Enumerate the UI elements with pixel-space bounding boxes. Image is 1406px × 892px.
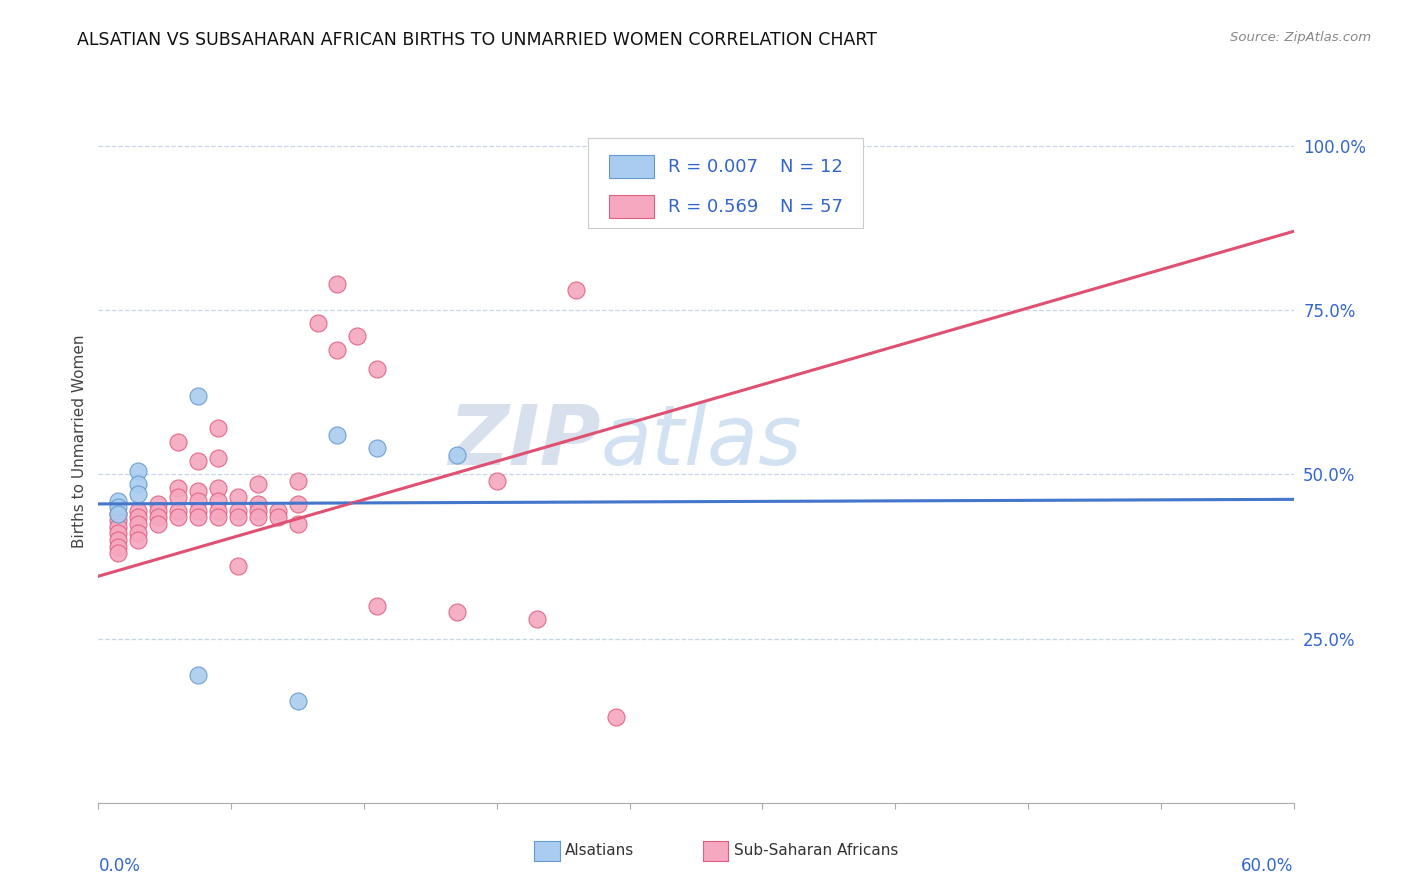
Point: [526, 612, 548, 626]
Point: [226, 491, 249, 505]
FancyBboxPatch shape: [609, 155, 654, 178]
Point: [187, 667, 209, 681]
Point: [167, 434, 190, 449]
Point: [226, 510, 249, 524]
Point: [107, 493, 129, 508]
Text: N = 57: N = 57: [779, 197, 842, 216]
Y-axis label: Births to Unmarried Women: Births to Unmarried Women: [72, 334, 87, 549]
Point: [127, 533, 149, 547]
Point: [127, 510, 149, 524]
Point: [246, 503, 269, 517]
Point: [167, 481, 190, 495]
Point: [207, 503, 229, 517]
Point: [127, 503, 149, 517]
Point: [107, 513, 129, 527]
Point: [246, 497, 269, 511]
Point: [187, 510, 209, 524]
Point: [207, 510, 229, 524]
Point: [167, 503, 190, 517]
Text: N = 12: N = 12: [779, 158, 842, 176]
Point: [366, 599, 388, 613]
Point: [485, 474, 508, 488]
Point: [207, 481, 229, 495]
Point: [107, 500, 129, 515]
Point: [207, 421, 229, 435]
Text: Sub-Saharan Africans: Sub-Saharan Africans: [734, 844, 898, 858]
Point: [148, 503, 170, 517]
FancyBboxPatch shape: [589, 138, 863, 228]
Point: [226, 559, 249, 574]
Text: 60.0%: 60.0%: [1241, 857, 1294, 875]
Text: R = 0.569: R = 0.569: [668, 197, 759, 216]
Point: [267, 503, 290, 517]
Point: [267, 510, 290, 524]
Point: [307, 316, 329, 330]
Point: [346, 329, 368, 343]
Point: [107, 507, 129, 521]
Point: [167, 510, 190, 524]
FancyBboxPatch shape: [609, 194, 654, 219]
Point: [226, 503, 249, 517]
Point: [187, 503, 209, 517]
Point: [287, 497, 309, 511]
Point: [246, 510, 269, 524]
Point: [167, 491, 190, 505]
Text: Alsatians: Alsatians: [565, 844, 634, 858]
Point: [187, 493, 209, 508]
Point: [326, 343, 349, 357]
Point: [127, 526, 149, 541]
Point: [366, 362, 388, 376]
Text: Source: ZipAtlas.com: Source: ZipAtlas.com: [1230, 31, 1371, 45]
Point: [287, 516, 309, 531]
Text: atlas: atlas: [600, 401, 801, 482]
Point: [246, 477, 269, 491]
Point: [207, 450, 229, 465]
Text: 0.0%: 0.0%: [98, 857, 141, 875]
Point: [446, 605, 468, 619]
Point: [127, 477, 149, 491]
Point: [107, 546, 129, 560]
Point: [287, 694, 309, 708]
Point: [107, 533, 129, 547]
Point: [148, 497, 170, 511]
Text: R = 0.007: R = 0.007: [668, 158, 758, 176]
Text: ZIP: ZIP: [447, 401, 600, 482]
Point: [565, 284, 588, 298]
Point: [366, 441, 388, 455]
Point: [326, 277, 349, 291]
Point: [107, 507, 129, 521]
Point: [148, 510, 170, 524]
Text: ALSATIAN VS SUBSAHARAN AFRICAN BIRTHS TO UNMARRIED WOMEN CORRELATION CHART: ALSATIAN VS SUBSAHARAN AFRICAN BIRTHS TO…: [77, 31, 877, 49]
Point: [446, 448, 468, 462]
Point: [326, 428, 349, 442]
Point: [148, 516, 170, 531]
Point: [187, 483, 209, 498]
Point: [207, 493, 229, 508]
Point: [127, 516, 149, 531]
Point: [187, 454, 209, 468]
Point: [107, 526, 129, 541]
Point: [127, 487, 149, 501]
Point: [187, 388, 209, 402]
Point: [107, 540, 129, 554]
Point: [107, 520, 129, 534]
Point: [287, 474, 309, 488]
Point: [605, 710, 627, 724]
Point: [127, 464, 149, 478]
